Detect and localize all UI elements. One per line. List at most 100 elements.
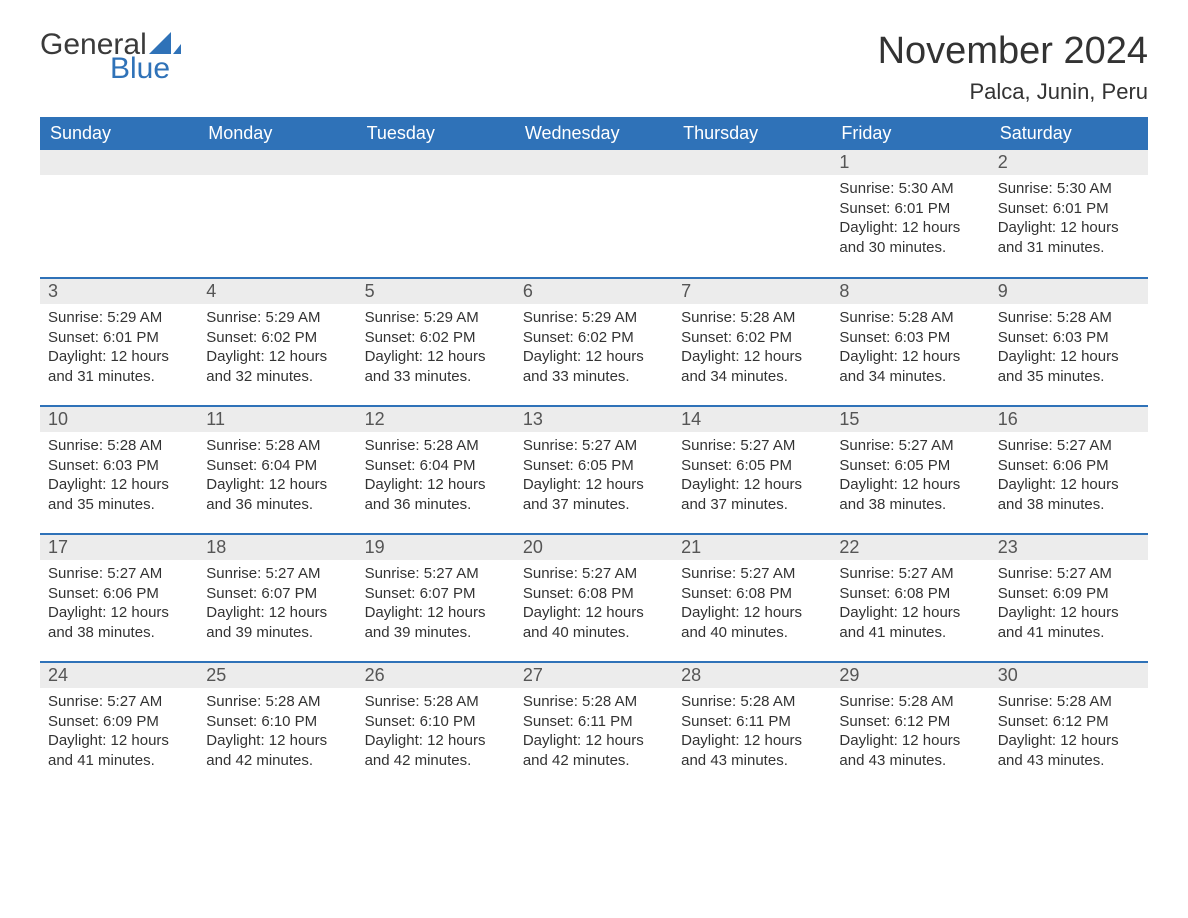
sunset-line: Sunset: 6:11 PM	[681, 712, 823, 732]
daylight-line: Daylight: 12 hours and 30 minutes.	[839, 218, 981, 257]
day-number: 29	[831, 663, 989, 688]
sunset-line: Sunset: 6:01 PM	[998, 199, 1140, 219]
sunrise-line: Sunrise: 5:28 AM	[523, 692, 665, 712]
calendar-day-cell: 23Sunrise: 5:27 AMSunset: 6:09 PMDayligh…	[990, 534, 1148, 662]
day-number: 25	[198, 663, 356, 688]
calendar-day-cell: 6Sunrise: 5:29 AMSunset: 6:02 PMDaylight…	[515, 278, 673, 406]
daylight-line: Daylight: 12 hours and 33 minutes.	[523, 347, 665, 386]
day-details: Sunrise: 5:27 AMSunset: 6:07 PMDaylight:…	[357, 560, 515, 652]
weekday-header: Monday	[198, 117, 356, 150]
sunrise-line: Sunrise: 5:27 AM	[998, 436, 1140, 456]
sunrise-line: Sunrise: 5:30 AM	[839, 179, 981, 199]
daylight-line: Daylight: 12 hours and 31 minutes.	[998, 218, 1140, 257]
sunrise-line: Sunrise: 5:28 AM	[681, 308, 823, 328]
day-number: 20	[515, 535, 673, 560]
sunrise-line: Sunrise: 5:28 AM	[839, 308, 981, 328]
day-number: 5	[357, 279, 515, 304]
day-details: Sunrise: 5:28 AMSunset: 6:10 PMDaylight:…	[198, 688, 356, 780]
daylight-line: Daylight: 12 hours and 32 minutes.	[206, 347, 348, 386]
sunrise-line: Sunrise: 5:27 AM	[523, 564, 665, 584]
day-details: Sunrise: 5:29 AMSunset: 6:02 PMDaylight:…	[515, 304, 673, 396]
day-number: 24	[40, 663, 198, 688]
calendar-day-cell: 18Sunrise: 5:27 AMSunset: 6:07 PMDayligh…	[198, 534, 356, 662]
calendar-day-cell: 3Sunrise: 5:29 AMSunset: 6:01 PMDaylight…	[40, 278, 198, 406]
day-details: Sunrise: 5:28 AMSunset: 6:03 PMDaylight:…	[40, 432, 198, 524]
sunset-line: Sunset: 6:02 PM	[365, 328, 507, 348]
weekday-header: Saturday	[990, 117, 1148, 150]
daylight-line: Daylight: 12 hours and 31 minutes.	[48, 347, 190, 386]
sunrise-line: Sunrise: 5:27 AM	[681, 436, 823, 456]
sunrise-line: Sunrise: 5:27 AM	[998, 564, 1140, 584]
daylight-line: Daylight: 12 hours and 42 minutes.	[523, 731, 665, 770]
day-details: Sunrise: 5:29 AMSunset: 6:01 PMDaylight:…	[40, 304, 198, 396]
day-details: Sunrise: 5:27 AMSunset: 6:06 PMDaylight:…	[40, 560, 198, 652]
sunset-line: Sunset: 6:02 PM	[523, 328, 665, 348]
day-number: 12	[357, 407, 515, 432]
calendar-day-cell: 5Sunrise: 5:29 AMSunset: 6:02 PMDaylight…	[357, 278, 515, 406]
calendar-day-cell: 21Sunrise: 5:27 AMSunset: 6:08 PMDayligh…	[673, 534, 831, 662]
day-details: Sunrise: 5:27 AMSunset: 6:09 PMDaylight:…	[40, 688, 198, 780]
calendar-week-row: 3Sunrise: 5:29 AMSunset: 6:01 PMDaylight…	[40, 278, 1148, 406]
calendar-header-row: SundayMondayTuesdayWednesdayThursdayFrid…	[40, 117, 1148, 150]
sunset-line: Sunset: 6:10 PM	[365, 712, 507, 732]
daylight-line: Daylight: 12 hours and 36 minutes.	[206, 475, 348, 514]
day-details: Sunrise: 5:27 AMSunset: 6:07 PMDaylight:…	[198, 560, 356, 652]
daylight-line: Daylight: 12 hours and 42 minutes.	[206, 731, 348, 770]
calendar-day-cell: 26Sunrise: 5:28 AMSunset: 6:10 PMDayligh…	[357, 662, 515, 790]
calendar-day-cell: 15Sunrise: 5:27 AMSunset: 6:05 PMDayligh…	[831, 406, 989, 534]
day-details: Sunrise: 5:28 AMSunset: 6:12 PMDaylight:…	[990, 688, 1148, 780]
sunset-line: Sunset: 6:09 PM	[48, 712, 190, 732]
weekday-header: Friday	[831, 117, 989, 150]
daylight-line: Daylight: 12 hours and 43 minutes.	[839, 731, 981, 770]
sunset-line: Sunset: 6:05 PM	[839, 456, 981, 476]
page-header: General Blue November 2024 Palca, Junin,…	[40, 30, 1148, 105]
sunrise-line: Sunrise: 5:27 AM	[206, 564, 348, 584]
calendar-day-cell: 24Sunrise: 5:27 AMSunset: 6:09 PMDayligh…	[40, 662, 198, 790]
sunrise-line: Sunrise: 5:29 AM	[523, 308, 665, 328]
sunrise-line: Sunrise: 5:28 AM	[365, 436, 507, 456]
daylight-line: Daylight: 12 hours and 40 minutes.	[523, 603, 665, 642]
calendar-day-cell: 14Sunrise: 5:27 AMSunset: 6:05 PMDayligh…	[673, 406, 831, 534]
daylight-line: Daylight: 12 hours and 35 minutes.	[998, 347, 1140, 386]
sunrise-line: Sunrise: 5:27 AM	[839, 564, 981, 584]
calendar-empty-cell	[40, 150, 198, 278]
daylight-line: Daylight: 12 hours and 43 minutes.	[998, 731, 1140, 770]
day-details: Sunrise: 5:27 AMSunset: 6:05 PMDaylight:…	[515, 432, 673, 524]
calendar-day-cell: 27Sunrise: 5:28 AMSunset: 6:11 PMDayligh…	[515, 662, 673, 790]
daylight-line: Daylight: 12 hours and 37 minutes.	[681, 475, 823, 514]
sunset-line: Sunset: 6:03 PM	[998, 328, 1140, 348]
day-number: 2	[990, 150, 1148, 175]
day-details: Sunrise: 5:28 AMSunset: 6:02 PMDaylight:…	[673, 304, 831, 396]
calendar-day-cell: 19Sunrise: 5:27 AMSunset: 6:07 PMDayligh…	[357, 534, 515, 662]
sunset-line: Sunset: 6:01 PM	[839, 199, 981, 219]
day-details: Sunrise: 5:27 AMSunset: 6:05 PMDaylight:…	[831, 432, 989, 524]
day-number: 16	[990, 407, 1148, 432]
sunset-line: Sunset: 6:02 PM	[206, 328, 348, 348]
sunrise-line: Sunrise: 5:28 AM	[839, 692, 981, 712]
day-details: Sunrise: 5:28 AMSunset: 6:04 PMDaylight:…	[198, 432, 356, 524]
day-details: Sunrise: 5:29 AMSunset: 6:02 PMDaylight:…	[357, 304, 515, 396]
daylight-line: Daylight: 12 hours and 38 minutes.	[998, 475, 1140, 514]
calendar-day-cell: 13Sunrise: 5:27 AMSunset: 6:05 PMDayligh…	[515, 406, 673, 534]
sunset-line: Sunset: 6:02 PM	[681, 328, 823, 348]
day-number: 19	[357, 535, 515, 560]
sunrise-line: Sunrise: 5:27 AM	[523, 436, 665, 456]
sunset-line: Sunset: 6:05 PM	[681, 456, 823, 476]
day-details: Sunrise: 5:28 AMSunset: 6:10 PMDaylight:…	[357, 688, 515, 780]
day-details: Sunrise: 5:30 AMSunset: 6:01 PMDaylight:…	[831, 175, 989, 267]
day-details: Sunrise: 5:29 AMSunset: 6:02 PMDaylight:…	[198, 304, 356, 396]
calendar-week-row: 1Sunrise: 5:30 AMSunset: 6:01 PMDaylight…	[40, 150, 1148, 278]
day-number: 28	[673, 663, 831, 688]
day-number: 17	[40, 535, 198, 560]
day-number: 4	[198, 279, 356, 304]
sunrise-line: Sunrise: 5:28 AM	[998, 692, 1140, 712]
day-number: 1	[831, 150, 989, 175]
day-details: Sunrise: 5:27 AMSunset: 6:09 PMDaylight:…	[990, 560, 1148, 652]
calendar-day-cell: 11Sunrise: 5:28 AMSunset: 6:04 PMDayligh…	[198, 406, 356, 534]
daylight-line: Daylight: 12 hours and 38 minutes.	[839, 475, 981, 514]
day-details: Sunrise: 5:28 AMSunset: 6:11 PMDaylight:…	[515, 688, 673, 780]
calendar-day-cell: 9Sunrise: 5:28 AMSunset: 6:03 PMDaylight…	[990, 278, 1148, 406]
sunset-line: Sunset: 6:12 PM	[839, 712, 981, 732]
calendar-day-cell: 28Sunrise: 5:28 AMSunset: 6:11 PMDayligh…	[673, 662, 831, 790]
day-number: 6	[515, 279, 673, 304]
